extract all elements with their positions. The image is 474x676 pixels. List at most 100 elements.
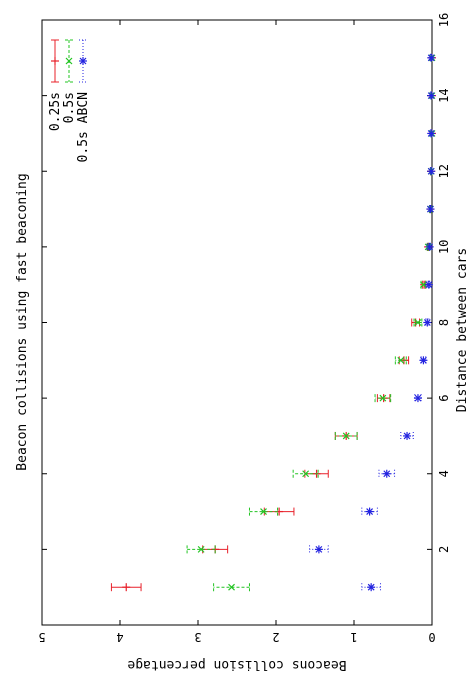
x-tick-label: 8: [437, 319, 451, 326]
point-marker: [414, 319, 422, 326]
marker-stroke: [427, 54, 435, 62]
series-1: [110, 53, 436, 592]
point-marker: [413, 394, 422, 403]
data-point: [248, 507, 279, 516]
point-marker: [419, 356, 428, 365]
marker-stroke: [79, 57, 87, 65]
series-2: [186, 53, 436, 592]
error-bar: [378, 469, 396, 478]
x-tick-label: 12: [437, 164, 451, 178]
x-tick-label: 10: [437, 240, 451, 254]
data-point: [394, 356, 407, 365]
point-marker: [197, 545, 205, 553]
marker-stroke: [426, 243, 434, 251]
legend-marker: [51, 57, 59, 65]
data-point: [213, 583, 250, 592]
point-marker: [314, 545, 323, 554]
y-axis-label: Beacons collision percentage: [127, 657, 346, 672]
data-point: [427, 91, 436, 100]
point-marker: [342, 432, 350, 440]
marker-stroke: [260, 508, 267, 515]
point-marker: [423, 318, 432, 327]
data-point: [427, 53, 436, 62]
data-point: [263, 507, 295, 516]
data-point: [413, 394, 422, 403]
point-marker: [427, 53, 436, 62]
marker-stroke: [427, 205, 434, 213]
marker-stroke: [65, 57, 73, 65]
marker-stroke: [379, 394, 387, 402]
marker-stroke: [342, 432, 350, 440]
data-point: [378, 469, 396, 478]
y-tick-label: 4: [116, 630, 123, 644]
point-marker: [427, 129, 436, 138]
marker-stroke: [425, 281, 433, 289]
chart-title: Beacon collisions using fast beaconing: [15, 173, 30, 470]
y-tick-label: 3: [194, 630, 201, 644]
marker-stroke: [414, 394, 422, 402]
point-marker: [424, 280, 433, 289]
point-marker: [122, 583, 131, 592]
y-tick-label: 2: [272, 630, 279, 644]
marker-stroke: [228, 583, 235, 591]
marker-stroke: [427, 92, 435, 100]
data-point: [413, 318, 423, 327]
data-point: [110, 583, 142, 592]
y-tick-label: 0: [428, 630, 435, 644]
legend-item: 0.25s: [48, 39, 63, 131]
marker-stroke: [427, 130, 435, 137]
legend-item: 0.5s: [62, 39, 77, 123]
y-tick-label: 5: [38, 630, 45, 644]
marker-stroke: [419, 281, 427, 289]
data-point: [361, 507, 378, 516]
data-point: [309, 545, 329, 554]
series-3: [309, 53, 436, 592]
data-point: [361, 583, 382, 592]
data-point: [419, 356, 428, 365]
data-point: [424, 280, 433, 289]
point-marker: [425, 242, 434, 251]
point-marker: [379, 394, 387, 402]
data-point: [292, 469, 319, 478]
point-marker: [367, 583, 376, 592]
marker-stroke: [197, 545, 205, 553]
marker-stroke: [397, 356, 405, 364]
marker-stroke: [419, 356, 427, 364]
error-bar: [186, 545, 216, 554]
x-tick-label: 16: [437, 13, 451, 27]
data-point: [374, 394, 392, 403]
marker-stroke: [366, 508, 374, 515]
marker-stroke: [423, 319, 431, 326]
point-marker: [397, 356, 405, 364]
x-tick-label: 4: [437, 470, 451, 477]
data-point: [334, 431, 358, 440]
marker-stroke: [367, 583, 375, 591]
legend-marker: [65, 57, 73, 65]
x-axis-label: Distance between cars: [455, 248, 470, 412]
point-marker: [419, 281, 427, 289]
y-tick-label: 1: [350, 630, 357, 644]
legend-label: 0.25s: [48, 92, 63, 131]
error-bar: [413, 318, 423, 327]
marker-stroke: [414, 319, 422, 326]
point-marker: [427, 91, 436, 100]
point-marker: [302, 470, 310, 478]
x-tick-label: 6: [437, 395, 451, 402]
legend: 0.25s 0.5s 0.5s ABCN: [48, 39, 91, 162]
data-point: [425, 242, 434, 251]
marker-stroke: [315, 545, 323, 553]
data-point: [426, 205, 435, 214]
legend-item: 0.5s ABCN: [76, 39, 91, 162]
point-marker: [427, 167, 436, 176]
marker-stroke: [403, 432, 411, 440]
data-point: [186, 545, 216, 554]
point-marker: [260, 508, 267, 515]
point-marker: [426, 205, 435, 214]
point-marker: [403, 431, 412, 440]
error-bar: [248, 507, 279, 516]
series-layer: [110, 53, 436, 592]
data-point: [400, 431, 414, 440]
plot-frame: [41, 19, 433, 626]
